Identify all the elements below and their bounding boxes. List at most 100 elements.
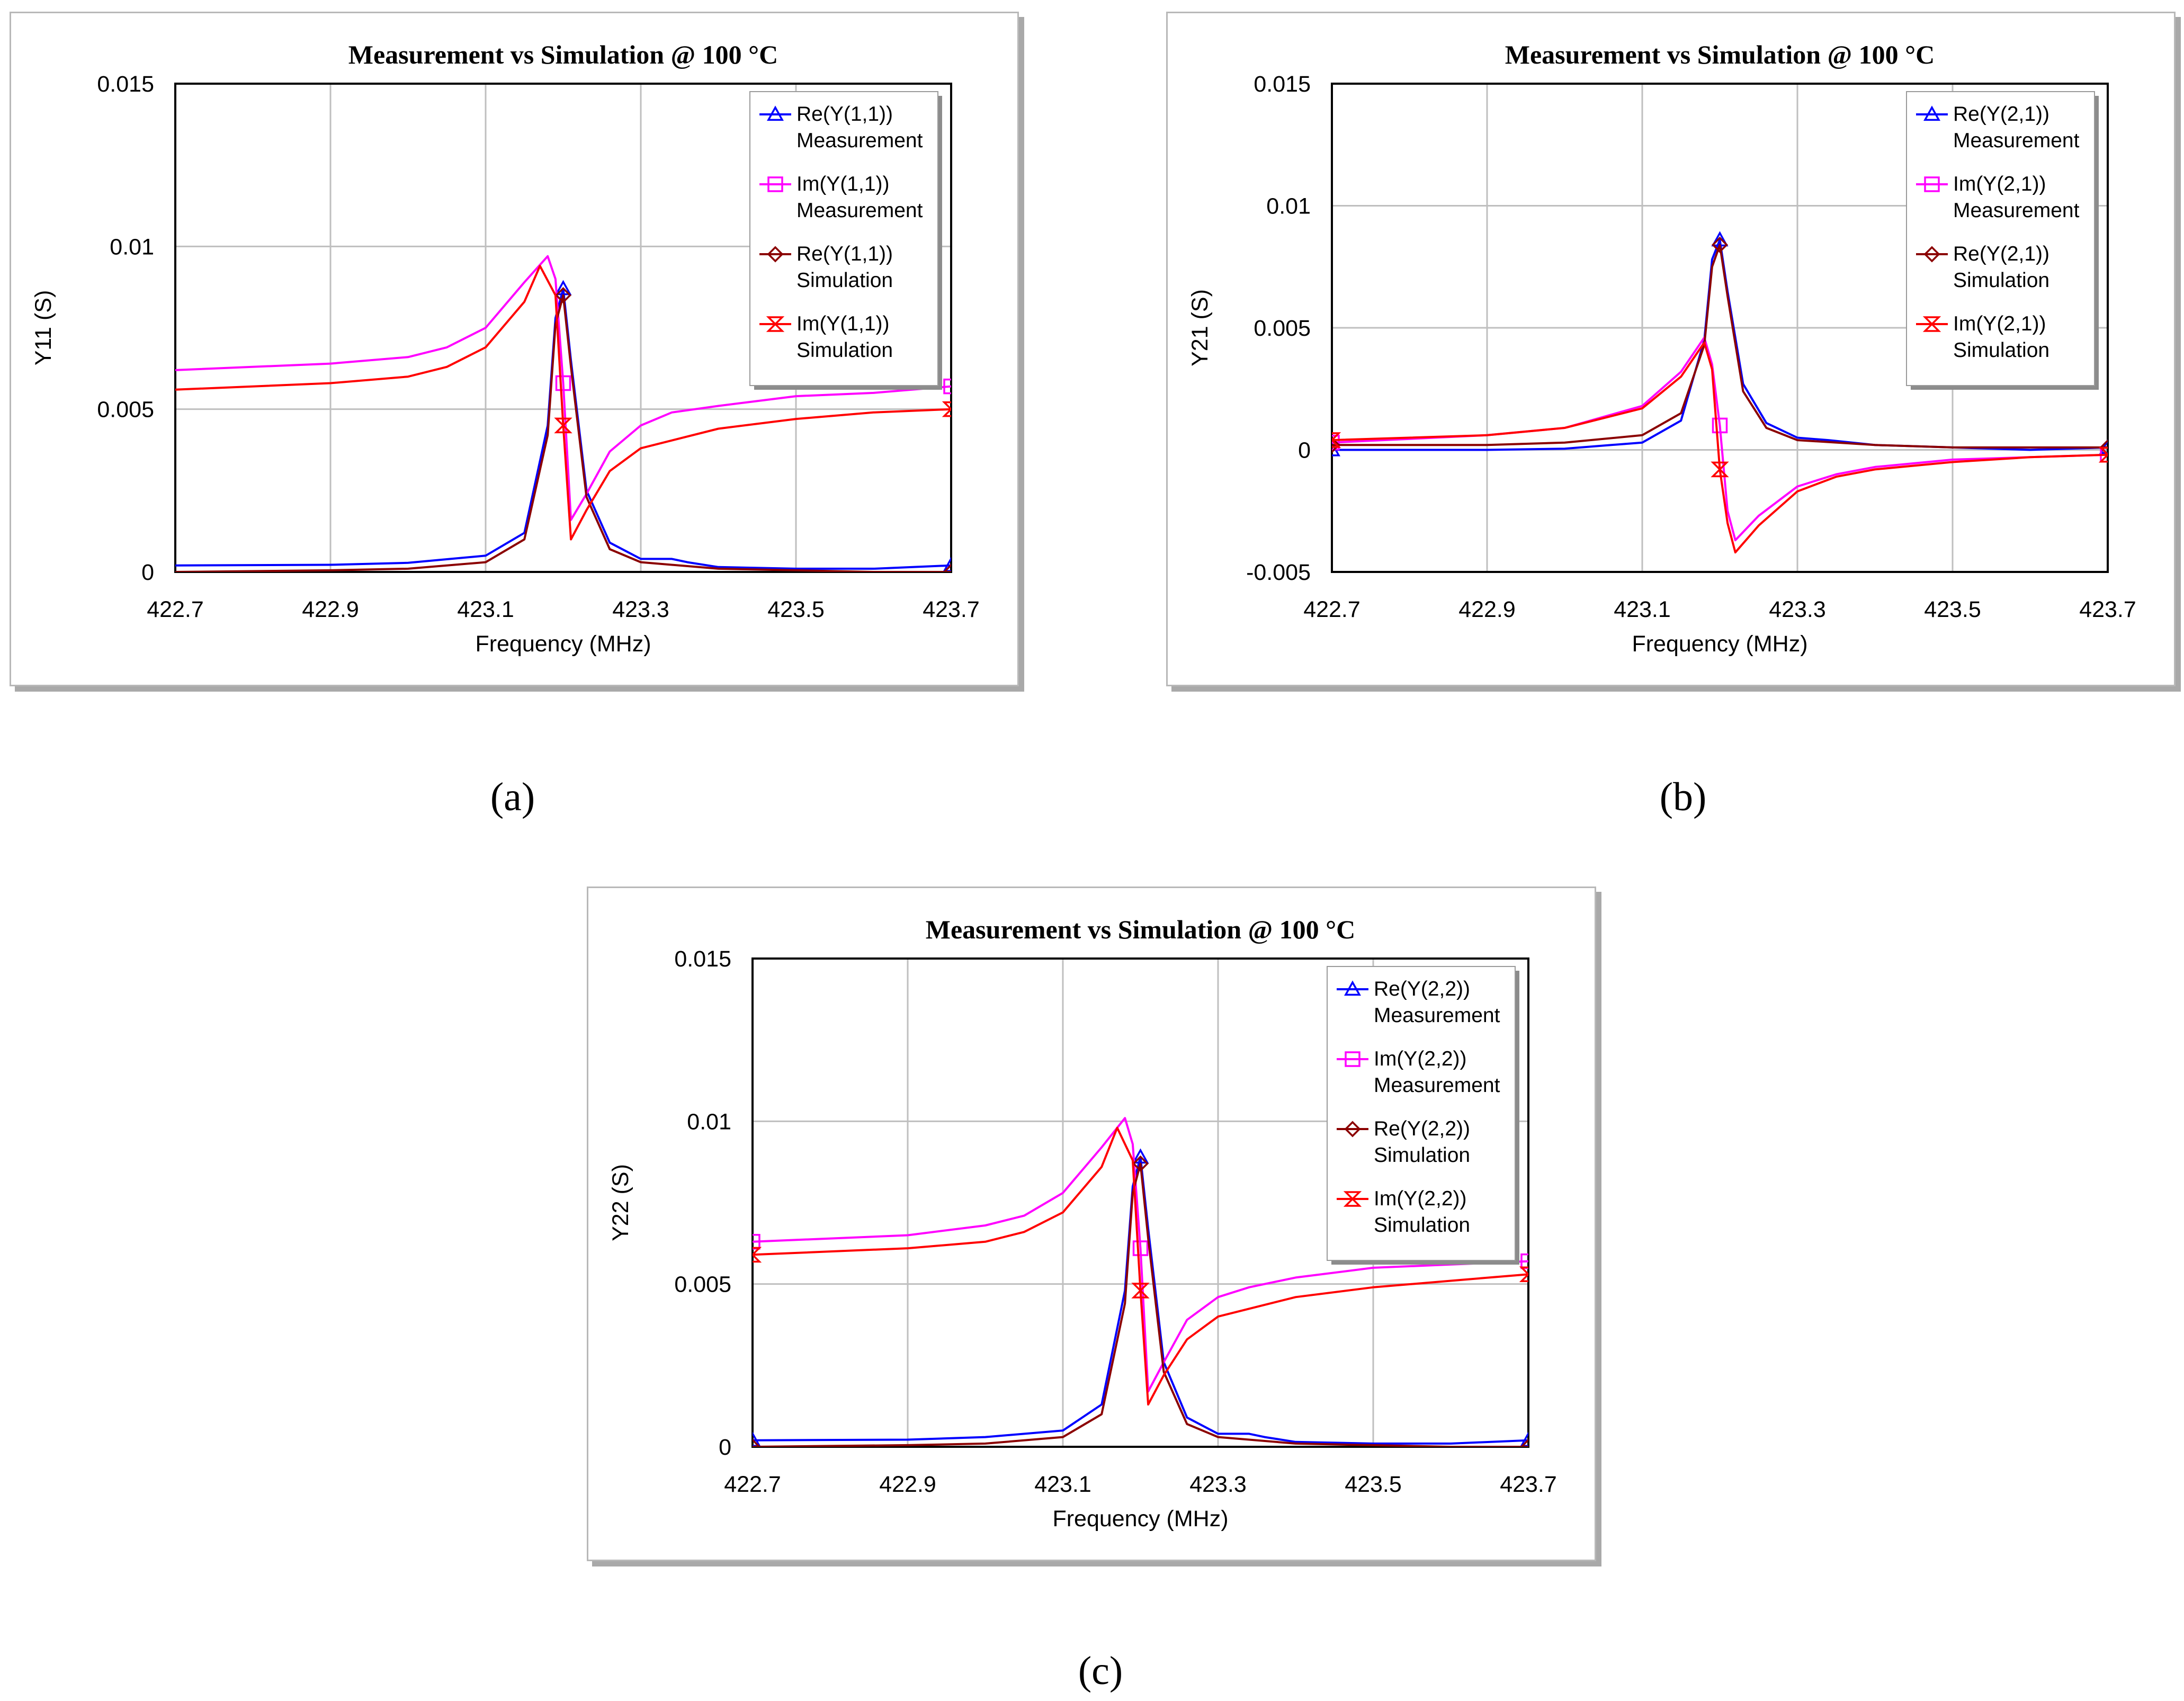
legend-sub-a-3: Simulation <box>796 339 893 362</box>
caption-a: (a) <box>490 775 535 819</box>
y-tick-label-c-0: 0 <box>719 1435 731 1460</box>
series-marker-c-1-1 <box>1132 1240 1149 1256</box>
x-tick-label-c-3: 423.3 <box>1189 1472 1247 1497</box>
legend-marker-b-1 <box>1924 176 1940 192</box>
legend-name-a-2: Re(Y(1,1)) <box>796 243 893 265</box>
y-tick-label-c-2: 0.01 <box>687 1109 731 1134</box>
series-marker-c-1-0 <box>753 1234 760 1250</box>
series-line-a-1 <box>175 255 951 521</box>
series-group-b-2 <box>1332 236 2108 456</box>
plot-frame-b <box>1331 83 2109 573</box>
chart-svg-c: Measurement vs Simulation @ 100 °C 422.7 4… <box>608 915 1557 1532</box>
chart-panel-c: Measurement vs Simulation @ 100 °C 422.7 4… <box>587 887 1596 1561</box>
plot-frame-a <box>174 83 952 573</box>
legend-marker-b-0 <box>1923 105 1940 121</box>
x-tick-label-a-4: 423.5 <box>767 597 825 622</box>
x-tick-label-b-2: 423.1 <box>1614 597 1671 622</box>
legend-name-c-3: Im(Y(2,2)) <box>1374 1187 1467 1210</box>
x-tick-label-b-5: 423.7 <box>2079 597 2136 622</box>
legend-sub-b-2: Simulation <box>1953 269 2049 292</box>
legend-marker-a-3 <box>766 316 785 332</box>
legend-marker-c-3 <box>1343 1191 1362 1207</box>
y-tick-label-a-0: 0 <box>141 560 154 585</box>
y-tick-label-b-1: 0 <box>1298 438 1311 463</box>
chart-title-a: Measurement vs Simulation @ 100 °C <box>348 40 778 69</box>
series-marker-c-3-2 <box>1519 1266 1528 1282</box>
legend-b: Re(Y(2,1)) Measurement Im(Y(2,1)) Measureme… <box>1906 91 2099 390</box>
series-line-a-2 <box>175 294 951 572</box>
x-tick-label-a-2: 423.1 <box>457 597 514 622</box>
series-marker-a-2-1 <box>943 563 951 572</box>
series-group-a-3 <box>175 265 951 541</box>
series-marker-c-3-1 <box>1131 1283 1150 1299</box>
series-marker-a-3-0 <box>554 417 572 434</box>
x-tick-label-b-3: 423.3 <box>1769 597 1826 622</box>
y-tick-label-a-1: 0.005 <box>97 397 154 423</box>
series-marker-b-3-2 <box>2098 446 2108 463</box>
series-marker-c-0-2 <box>1520 1431 1528 1447</box>
legend-a: Re(Y(1,1)) Measurement Im(Y(1,1)) Measureme… <box>749 91 942 390</box>
legend-sub-c-1: Measurement <box>1374 1074 1500 1097</box>
x-tick-label-b-0: 422.7 <box>1303 597 1360 622</box>
y-tick-label-b-4: 0.015 <box>1254 71 1311 97</box>
chart-title-c: Measurement vs Simulation @ 100 °C <box>926 915 1355 944</box>
x-axis-label-c: Frequency (MHz) <box>1052 1506 1228 1532</box>
legend-box-b <box>1906 91 2095 386</box>
legend-sub-c-0: Measurement <box>1374 1004 1500 1027</box>
series-line-c-1 <box>753 1117 1528 1393</box>
series-marker-b-2-1 <box>1712 236 1728 253</box>
y-tick-label-c-3: 0.015 <box>674 946 731 972</box>
chart-panel-b: Measurement vs Simulation @ 100 °C 422.7 4… <box>1166 12 2176 686</box>
x-axis-label-a: Frequency (MHz) <box>475 631 651 657</box>
y-tick-label-b-3: 0.01 <box>1266 194 1311 219</box>
series-marker-c-2-1 <box>1132 1155 1149 1172</box>
x-tick-label-b-4: 423.5 <box>1924 597 1981 622</box>
legend-box-c <box>1327 966 1516 1261</box>
chart-svg-b: Measurement vs Simulation @ 100 °C 422.7 4… <box>1187 40 2136 657</box>
series-marker-c-1-2 <box>1520 1253 1528 1269</box>
series-group-a-2 <box>175 287 951 572</box>
legend-sub-c-2: Simulation <box>1374 1144 1470 1167</box>
legend-sub-a-2: Simulation <box>796 269 893 292</box>
legend-sub-a-1: Measurement <box>796 199 923 222</box>
chart-title-b: Measurement vs Simulation @ 100 °C <box>1505 40 1935 69</box>
series-group-c-1 <box>753 1117 1528 1393</box>
chart-svg-a: Measurement vs Simulation @ 100 °C 422.7 4… <box>31 40 980 657</box>
x-tick-label-a-5: 423.7 <box>923 597 980 622</box>
plot-frame-c <box>751 957 1529 1448</box>
series-marker-a-1-1 <box>943 378 951 395</box>
series-marker-b-1-1 <box>1712 417 1728 434</box>
legend-sub-b-3: Simulation <box>1953 339 2049 362</box>
legend-name-b-2: Re(Y(2,1)) <box>1953 243 2049 265</box>
legend-marker-a-2 <box>767 246 784 263</box>
x-tick-label-c-4: 423.5 <box>1345 1472 1402 1497</box>
chart-panel-a: Measurement vs Simulation @ 100 °C 422.7 4… <box>10 12 1019 686</box>
series-marker-b-1-0 <box>1332 434 1340 451</box>
legend-name-c-0: Re(Y(2,2)) <box>1374 978 1470 1000</box>
y-axis-label-a: Y11 (S) <box>31 290 56 366</box>
legend-sub-a-0: Measurement <box>796 129 923 152</box>
series-group-b-3 <box>1332 341 2108 554</box>
y-tick-label-a-3: 0.015 <box>97 71 154 97</box>
x-tick-label-c-1: 422.9 <box>879 1472 936 1497</box>
legend-name-c-2: Re(Y(2,2)) <box>1374 1117 1470 1140</box>
legend-name-a-1: Im(Y(1,1)) <box>796 173 890 195</box>
caption-c: (c) <box>1078 1649 1123 1693</box>
series-marker-c-2-0 <box>753 1438 761 1447</box>
series-line-b-3 <box>1332 341 2108 554</box>
y-axis-label-c: Y22 (S) <box>608 1164 633 1241</box>
series-line-c-0 <box>753 1156 1528 1445</box>
series-marker-b-2-2 <box>2099 439 2108 456</box>
series-marker-c-0-0 <box>753 1431 761 1447</box>
legend-name-b-1: Im(Y(2,1)) <box>1953 173 2046 195</box>
series-marker-a-2-0 <box>555 287 571 304</box>
series-marker-b-3-1 <box>1711 461 1729 478</box>
legend-box-a <box>749 91 938 386</box>
y-tick-label-a-2: 0.01 <box>110 234 154 259</box>
series-group-a-1 <box>175 255 951 521</box>
series-marker-a-1-0 <box>555 375 571 391</box>
legend-marker-c-2 <box>1344 1121 1361 1138</box>
legend-sub-b-0: Measurement <box>1953 129 2080 152</box>
legend-name-c-1: Im(Y(2,2)) <box>1374 1048 1467 1070</box>
x-tick-label-c-5: 423.7 <box>1500 1472 1557 1497</box>
